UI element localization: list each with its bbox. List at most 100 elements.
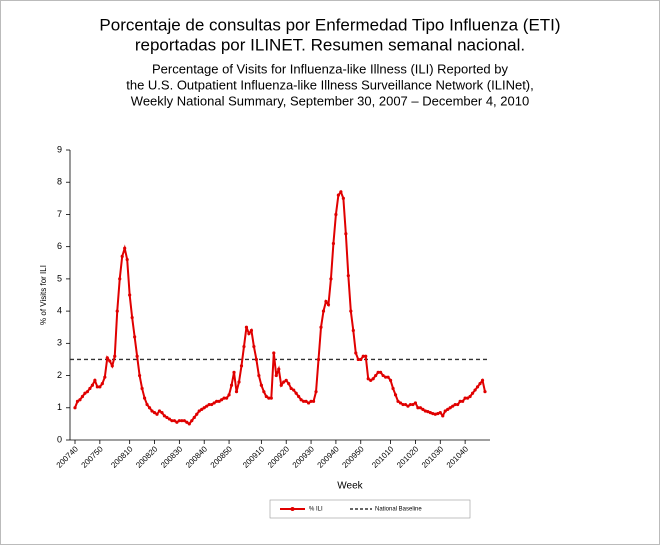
ili-point bbox=[468, 394, 472, 399]
ili-point bbox=[190, 419, 194, 423]
ili-point bbox=[364, 354, 368, 358]
ili-point bbox=[254, 357, 258, 362]
ili-point bbox=[249, 328, 254, 333]
ili-point bbox=[207, 402, 211, 407]
ili-point bbox=[331, 241, 336, 246]
ili-point bbox=[195, 412, 199, 416]
ili-point bbox=[483, 390, 487, 394]
ili-point bbox=[274, 373, 278, 378]
ili-point bbox=[406, 404, 410, 408]
ili-point bbox=[242, 344, 246, 349]
y-tick-label: 9 bbox=[57, 144, 62, 154]
y-tick-label: 8 bbox=[57, 177, 62, 187]
chart-title: Porcentaje de consultas por Enfermedad T… bbox=[99, 15, 560, 34]
ili-point bbox=[267, 396, 271, 400]
ili-point bbox=[103, 375, 107, 379]
ili-point bbox=[458, 399, 462, 403]
ili-point bbox=[451, 404, 455, 408]
ili-point bbox=[470, 391, 475, 395]
ili-point bbox=[197, 409, 201, 413]
ili-point bbox=[150, 409, 154, 413]
ili-point bbox=[443, 409, 447, 413]
y-tick-label: 7 bbox=[57, 209, 62, 219]
ili-point bbox=[418, 406, 422, 410]
ili-point bbox=[391, 386, 395, 391]
ili-point bbox=[374, 373, 378, 378]
ili-point bbox=[344, 232, 348, 236]
ili-point bbox=[118, 277, 122, 281]
ili-point bbox=[140, 386, 144, 391]
ili-point bbox=[187, 422, 191, 426]
ili-point bbox=[379, 370, 383, 374]
ili-point bbox=[247, 332, 251, 336]
ili-point bbox=[234, 390, 239, 394]
ili-point bbox=[142, 396, 147, 400]
ili-point bbox=[175, 420, 179, 424]
ili-point bbox=[473, 388, 477, 392]
subtitle: the U.S. Outpatient Influenza-like Illne… bbox=[126, 77, 534, 92]
y-tick-label: 3 bbox=[57, 338, 62, 348]
ili-point bbox=[244, 325, 249, 329]
ili-point bbox=[115, 309, 119, 313]
ili-point bbox=[341, 196, 345, 200]
ili-point bbox=[366, 377, 370, 381]
ili-point bbox=[269, 396, 273, 400]
ili-point bbox=[386, 375, 390, 379]
ili-point bbox=[155, 412, 159, 416]
ili-point bbox=[160, 411, 164, 415]
ili-point bbox=[376, 370, 380, 374]
ili-point bbox=[421, 407, 425, 411]
ili-point bbox=[78, 398, 82, 402]
ili-point bbox=[279, 383, 283, 387]
ili-point bbox=[138, 373, 142, 378]
ili-point bbox=[356, 357, 360, 362]
ili-point bbox=[202, 406, 206, 410]
ili-point bbox=[200, 407, 204, 411]
ili-point bbox=[297, 394, 301, 399]
ili-point bbox=[105, 356, 109, 360]
ili-point bbox=[120, 254, 124, 258]
subtitle: Percentage of Visits for Influenza-like … bbox=[152, 61, 508, 76]
ili-point bbox=[381, 373, 385, 378]
ili-point bbox=[461, 399, 465, 403]
ili-point bbox=[453, 402, 457, 407]
ili-point bbox=[83, 391, 87, 395]
ili-point bbox=[222, 396, 226, 400]
chart-title-line: reportadas por ILINET. Resumen semanal n… bbox=[135, 35, 525, 54]
ili-point bbox=[108, 359, 112, 363]
ili-point bbox=[128, 293, 132, 297]
ili-point bbox=[157, 409, 162, 413]
ili-point bbox=[329, 277, 333, 281]
ili-point bbox=[282, 380, 286, 384]
subtitle: Weekly National Summary, September 30, 2… bbox=[131, 93, 529, 108]
ili-point bbox=[448, 406, 452, 410]
ili-point bbox=[217, 399, 221, 403]
ili-point bbox=[272, 351, 276, 355]
ili-point bbox=[212, 401, 216, 405]
y-tick-label: 0 bbox=[57, 434, 62, 444]
ili-point bbox=[463, 396, 467, 400]
ili-point bbox=[438, 411, 442, 415]
ili-point bbox=[262, 390, 266, 394]
ili-point bbox=[413, 401, 418, 405]
ili-point bbox=[252, 344, 256, 349]
ili-point bbox=[316, 357, 321, 362]
ili-point bbox=[426, 410, 430, 414]
ili-point bbox=[75, 399, 80, 403]
ili-point bbox=[371, 377, 375, 381]
ili-point bbox=[346, 274, 350, 278]
ili-point bbox=[314, 390, 318, 394]
y-tick-label: 6 bbox=[57, 241, 62, 251]
ili-point bbox=[411, 402, 415, 407]
legend-label: National Baseline bbox=[375, 507, 422, 513]
ili-point bbox=[336, 193, 340, 197]
ili-point bbox=[145, 402, 149, 407]
ili-point bbox=[192, 415, 196, 420]
ili-point bbox=[416, 406, 420, 410]
ili-point bbox=[311, 399, 316, 403]
ili-point bbox=[480, 378, 485, 382]
ili-point bbox=[229, 383, 234, 387]
ili-point bbox=[100, 382, 104, 386]
